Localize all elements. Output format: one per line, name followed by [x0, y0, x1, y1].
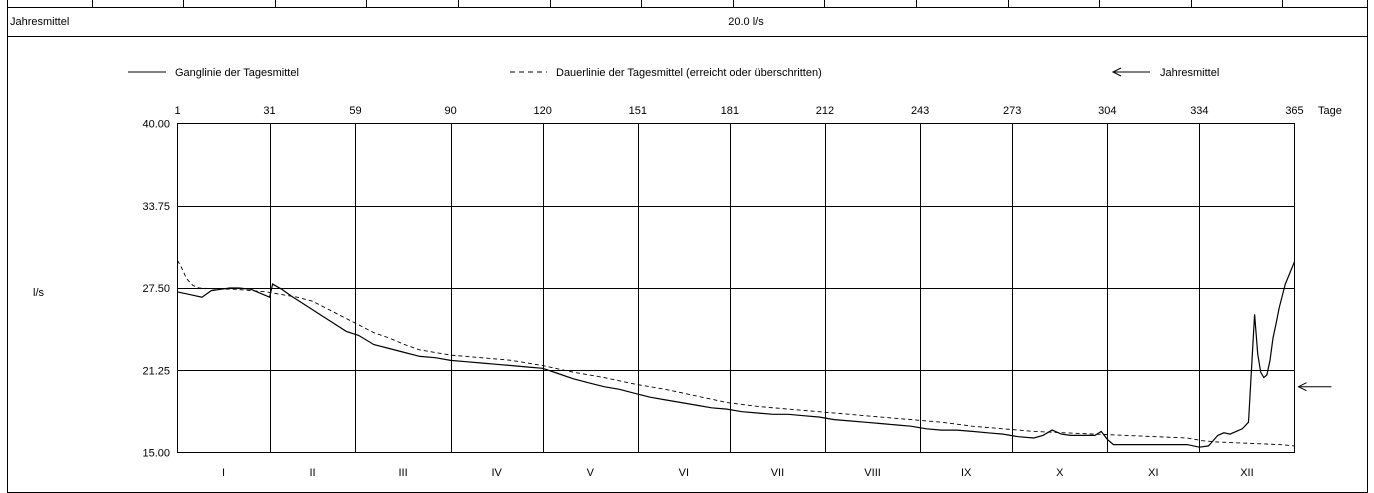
x-tick-labels: 1 31 59 90 120 151 181 212 243 273 304 334 365	[174, 105, 1303, 117]
month-label: VII	[771, 467, 784, 479]
x-tick-label: 212	[816, 105, 834, 117]
month-label: VIII	[864, 467, 881, 479]
jahresmittel-row-value: 20.0 l/s	[728, 16, 764, 28]
jahresmittel-row-label: Jahresmittel	[10, 16, 69, 28]
x-tick-label: 273	[1003, 105, 1021, 117]
x-tick-label: 120	[533, 105, 551, 117]
month-label: XII	[1240, 467, 1253, 479]
y-tick-label: 33.75	[142, 201, 170, 213]
legend: Ganglinie der Tagesmittel Dauerlinie der…	[128, 67, 1219, 79]
legend-dashed-label: Dauerlinie der Tagesmittel (erreicht ode…	[556, 67, 822, 79]
month-label: IX	[961, 467, 972, 479]
mean-arrow-head	[1297, 382, 1307, 392]
duration-curve-line	[177, 260, 1295, 447]
x-tick-label: 90	[444, 105, 456, 117]
x-tick-label: 243	[911, 105, 929, 117]
x-tick-label: 151	[629, 105, 647, 117]
month-labels: I II III IV V VI VII VIII IX X XI XII	[222, 467, 1254, 479]
y-tick-label: 15.00	[142, 448, 170, 460]
x-tick-label: 181	[721, 105, 739, 117]
month-label: X	[1056, 467, 1064, 479]
series-lines	[177, 260, 1296, 448]
month-label: V	[587, 467, 595, 479]
x-tick-label: 31	[263, 105, 275, 117]
y-axis-label: l/s	[33, 287, 45, 299]
x-tick-label: 365	[1285, 105, 1303, 117]
month-label: II	[309, 467, 315, 479]
top-row-column-ticks	[92, 0, 1283, 7]
month-label: VI	[679, 467, 689, 479]
month-label: I	[222, 467, 225, 479]
x-tick-label: 59	[349, 105, 361, 117]
x-axis-label: Tage	[1318, 105, 1342, 117]
y-tick-label: 21.25	[142, 365, 170, 377]
month-label: III	[398, 467, 407, 479]
y-tick-label: 27.50	[142, 283, 170, 295]
month-label: XI	[1148, 467, 1158, 479]
plot-area-border	[177, 123, 1295, 453]
annual-mean-arrow	[1297, 382, 1332, 392]
grid	[177, 123, 1295, 453]
x-tick-label: 304	[1098, 105, 1116, 117]
legend-arrow-icon	[1111, 67, 1150, 77]
y-tick-labels: 15.00 21.25 27.50 33.75 40.00	[142, 119, 170, 460]
x-tick-label: 1	[174, 105, 180, 117]
y-tick-label: 40.00	[142, 119, 170, 131]
x-tick-label: 334	[1190, 105, 1208, 117]
month-label: IV	[491, 467, 502, 479]
legend-arrow-label: Jahresmittel	[1160, 67, 1219, 79]
hydrograph-line	[177, 261, 1296, 448]
legend-solid-label: Ganglinie der Tagesmittel	[175, 67, 299, 79]
